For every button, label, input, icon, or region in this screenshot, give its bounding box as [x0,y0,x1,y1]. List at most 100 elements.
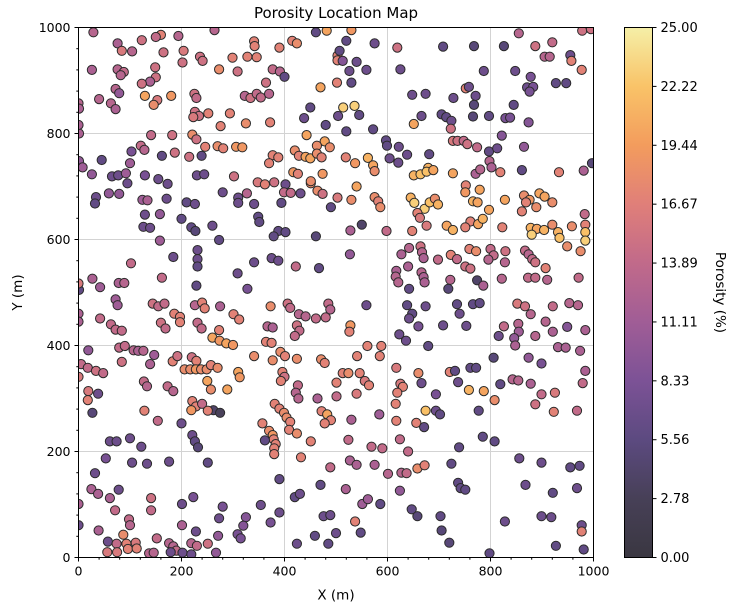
data-point [449,365,461,376]
data-point [317,188,328,199]
data-point [291,38,302,49]
data-point [498,321,509,332]
data-point [190,225,201,237]
data-point [202,405,213,416]
data-point [460,484,471,495]
data-point [119,340,130,352]
data-point [575,246,586,257]
data-point [94,94,105,105]
data-point [463,384,474,396]
data-point [368,124,379,135]
data-point [546,512,557,523]
data-point [227,339,239,351]
data-point [127,457,138,468]
data-point [394,329,405,340]
data-point [430,389,441,400]
data-point [265,117,276,128]
data-point [547,197,558,208]
data-point [257,418,268,429]
data-point [299,113,310,124]
data-point [146,505,157,516]
data-point [238,520,249,531]
data-point [168,251,179,263]
data-point [112,547,123,558]
data-point [95,313,106,324]
data-point [488,352,499,363]
data-point [369,166,380,177]
data-point [499,194,510,205]
data-point [118,529,129,540]
data-point [305,176,316,187]
data-point [139,405,150,416]
data-point [124,433,136,444]
data-point [404,242,415,254]
data-point [419,422,430,433]
data-point [169,147,180,158]
data-point [331,391,342,402]
data-point [214,64,225,75]
data-point [496,130,507,141]
data-point [580,227,591,238]
data-point [516,165,528,176]
data-point [564,298,575,309]
data-point [181,197,192,208]
data-point [228,171,240,182]
data-point [217,501,228,512]
data-point [350,158,361,169]
data-point [215,121,226,132]
data-point [362,340,373,352]
data-point [496,273,507,284]
data-point [420,405,431,416]
data-point [468,41,480,52]
data-point [550,540,562,551]
data-point [547,219,558,230]
data-point [321,27,332,36]
data-point [269,177,280,188]
data-point [259,435,270,446]
data-point [478,65,489,77]
data-point [346,27,357,36]
data-point [518,141,530,152]
data-point [395,64,406,75]
data-point [136,35,147,46]
data-point [412,511,423,522]
data-point [493,330,504,342]
data-point [561,78,572,89]
data-point [285,187,296,198]
data-point [188,112,199,123]
data-point [489,436,500,447]
data-point [462,139,473,150]
data-point [162,178,173,189]
colorbar-tick-label: 2.78 [661,492,690,507]
data-point [145,359,156,370]
data-point [424,149,435,160]
data-point [241,188,252,199]
data-point [87,407,98,418]
data-point [93,388,104,399]
data-point [213,530,224,541]
data-point [116,45,127,56]
data-point [199,303,210,314]
data-point [122,543,134,555]
data-point [499,257,510,268]
data-point [276,197,287,208]
data-point [465,263,476,274]
data-point [401,468,412,479]
data-point [334,45,345,56]
data-point [539,224,550,236]
data-point [151,533,162,544]
data-point [249,41,260,52]
data-point [315,82,326,93]
data-point [362,152,373,163]
data-point [400,335,412,346]
data-point [376,340,387,352]
data-point [331,377,342,388]
data-point [470,90,481,102]
data-point [264,158,275,169]
data-point [177,547,188,558]
data-point [197,55,208,67]
data-point [576,64,587,76]
data-point [354,368,365,379]
data-point [146,130,157,141]
